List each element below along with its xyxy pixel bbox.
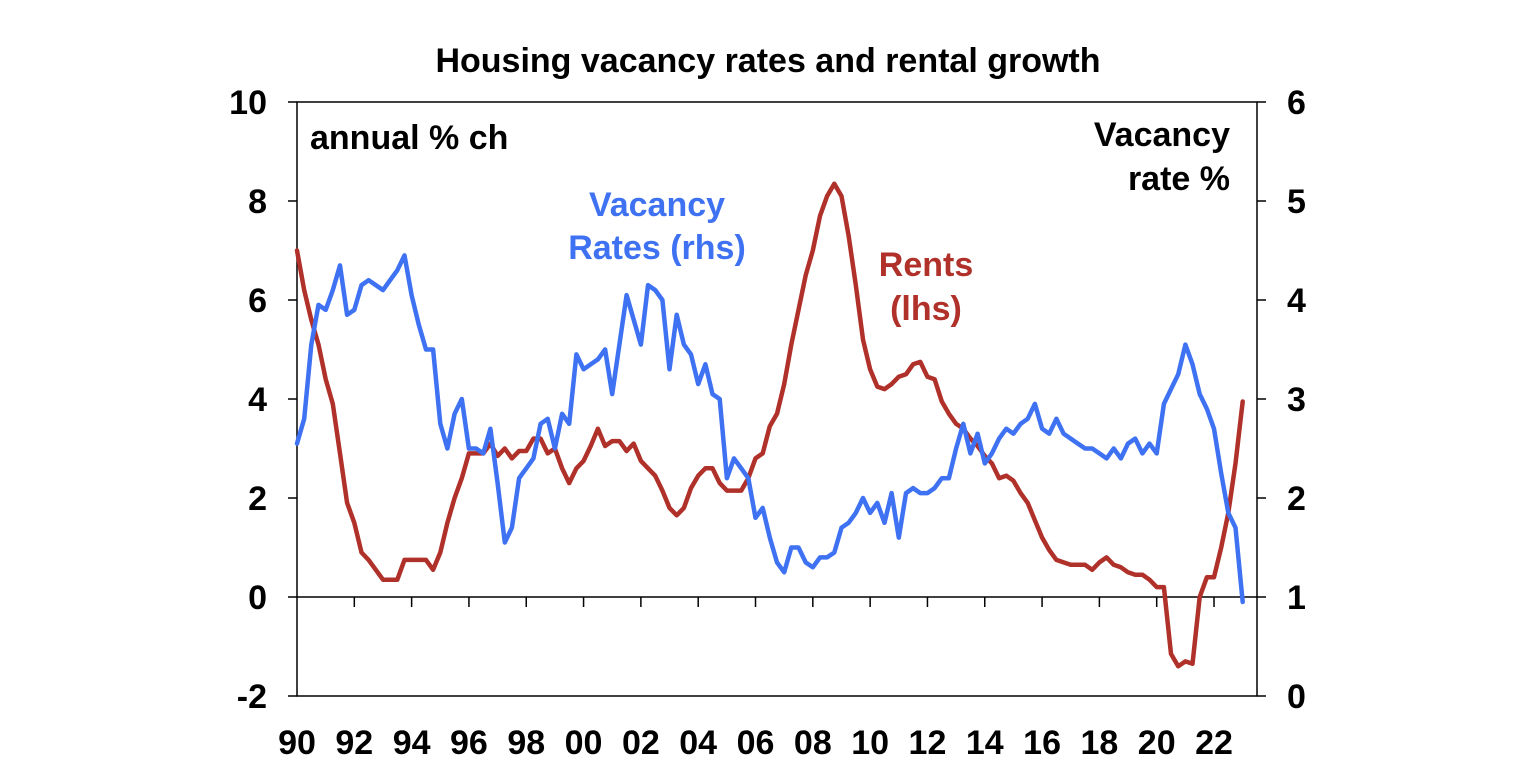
x-tick-label: 12: [909, 724, 947, 762]
left-tick-label: 4: [248, 381, 267, 419]
x-tick-label: 06: [737, 724, 775, 762]
right-axis: 6 5 4 3 2 1 0: [1257, 84, 1306, 716]
right-tick-label: 5: [1287, 183, 1306, 221]
x-tick-label: 04: [679, 724, 717, 762]
x-tick-label: 02: [622, 724, 660, 762]
x-tick-label: 16: [1023, 724, 1061, 762]
x-tick-label: 18: [1080, 724, 1118, 762]
plot-area-frame: [296, 101, 1258, 697]
x-tick-label: 00: [565, 724, 603, 762]
x-tick-label: 14: [966, 724, 1004, 762]
x-tick-label: 96: [450, 724, 488, 762]
x-tick-label: 98: [507, 724, 545, 762]
left-tick-label: 8: [248, 183, 267, 221]
right-tick-label: 0: [1287, 678, 1306, 716]
x-axis: 90 92 94 96 98 00 02 04 06 08 10 12 14 16 18 20 22: [278, 597, 1233, 762]
x-tick-label: 22: [1195, 724, 1233, 762]
series-line-rents: [294, 181, 1245, 669]
x-tick-label: 94: [393, 724, 431, 762]
x-tick-label: 90: [278, 724, 316, 762]
right-axis-label-line2: rate %: [1128, 160, 1230, 198]
right-tick-label: 1: [1287, 579, 1306, 617]
left-tick-label: 10: [229, 84, 267, 122]
left-tick-label: 6: [248, 282, 267, 320]
right-tick-label: 3: [1287, 381, 1306, 419]
chart-title: Housing vacancy rates and rental growth: [435, 42, 1100, 80]
x-tick-label: 20: [1138, 724, 1176, 762]
left-tick-label: -2: [237, 678, 267, 716]
x-tick-label: 08: [794, 724, 832, 762]
right-tick-label: 2: [1287, 480, 1306, 518]
left-tick-label: 0: [248, 579, 267, 617]
left-axis-label: annual % ch: [310, 119, 508, 157]
series-line-vacancy-rates: [294, 253, 1245, 605]
series-label-vacancy-line2: Rates (rhs): [568, 229, 746, 267]
right-tick-label: 6: [1287, 84, 1306, 122]
series-label-vacancy-line1: Vacancy: [589, 186, 725, 224]
left-axis: 10 8 6 4 2 0 -2: [229, 84, 297, 716]
x-tick-label: 92: [335, 724, 373, 762]
right-tick-label: 4: [1287, 282, 1306, 320]
left-tick-label: 2: [248, 480, 267, 518]
right-axis-label-line1: Vacancy: [1094, 116, 1230, 154]
series-label-rents-line2: (lhs): [890, 290, 962, 328]
series-label-rents-line1: Rents: [879, 246, 973, 284]
x-tick-label: 10: [851, 724, 889, 762]
